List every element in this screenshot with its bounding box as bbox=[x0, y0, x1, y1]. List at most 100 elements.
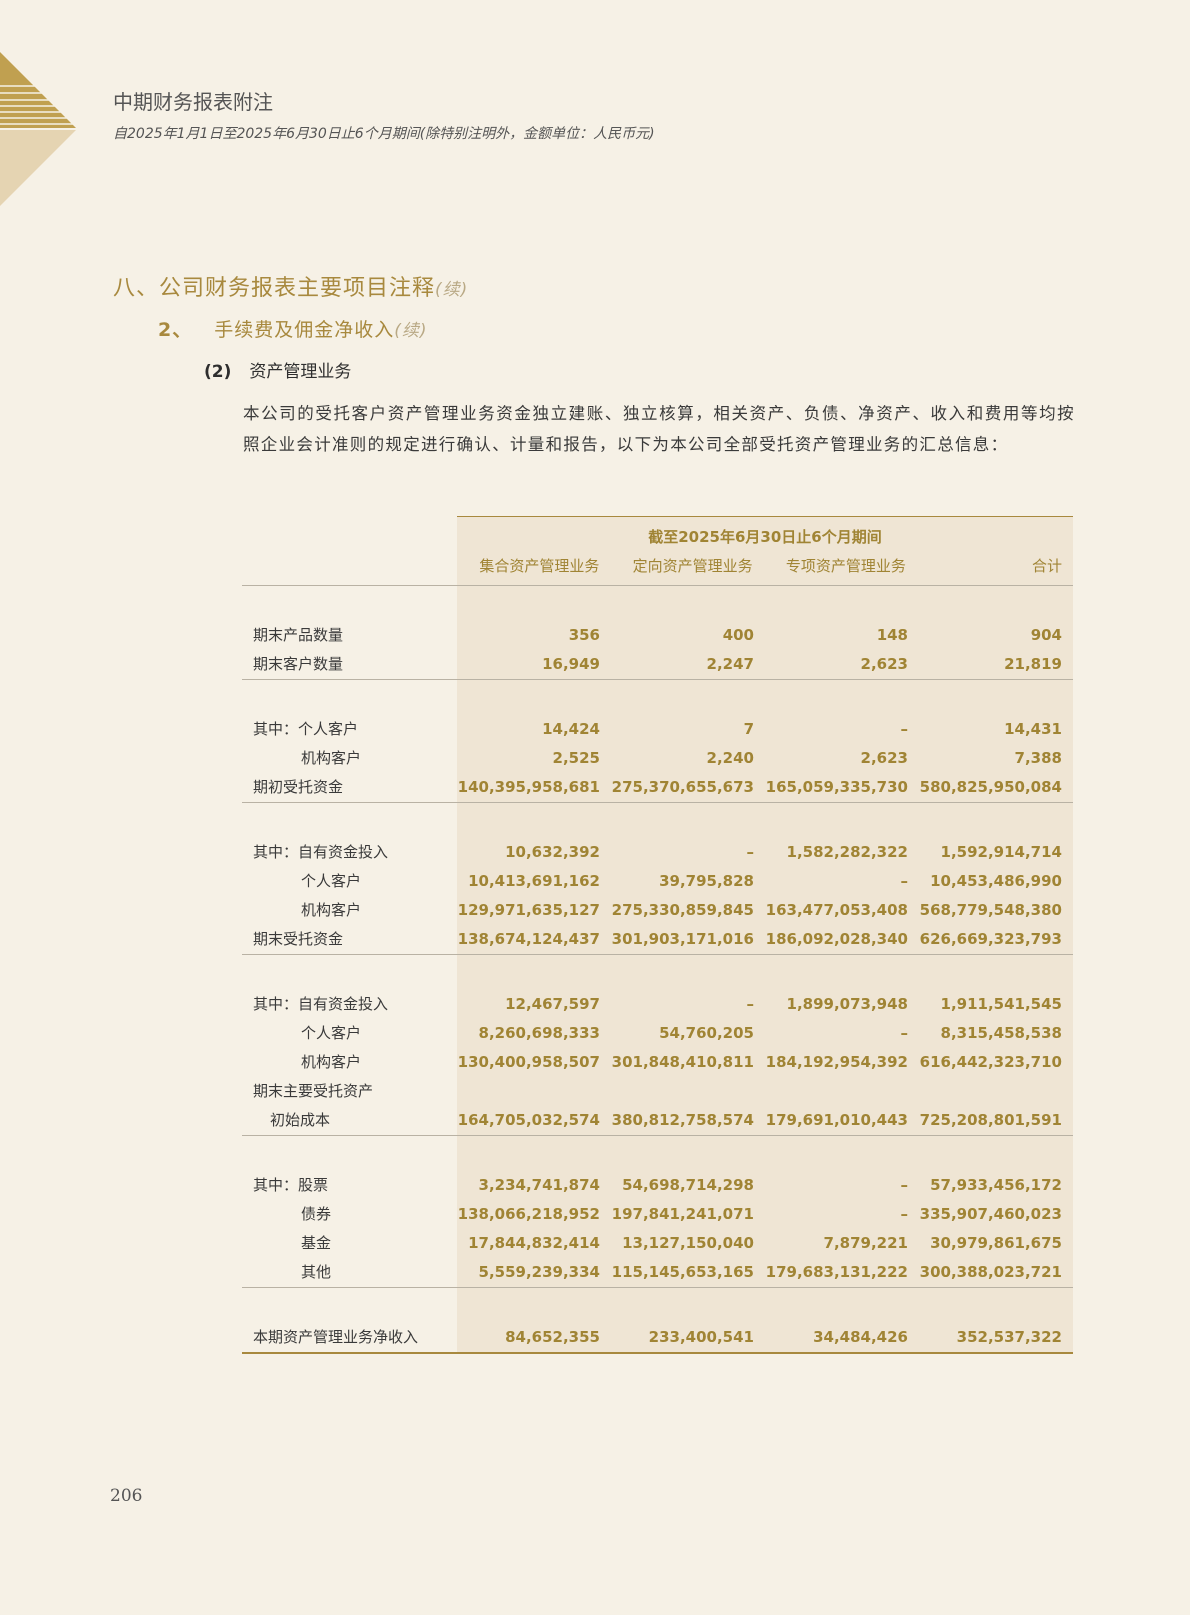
table-body: 期末产品数量 356 400 148 904 期末客户数量 16,949 2,247 2,623… bbox=[242, 586, 1073, 1354]
value-cell: 115,145,653,165 bbox=[611, 1263, 754, 1281]
row-label: 其他 bbox=[301, 1263, 332, 1281]
row-label: 初始成本 bbox=[270, 1111, 331, 1129]
table-row: 其他 5,559,239,334 115,145,653,165 179,683,13… bbox=[242, 1258, 1073, 1287]
value-cell: 2,247 bbox=[706, 655, 754, 673]
value-cell: 54,698,714,298 bbox=[622, 1176, 754, 1194]
asset-management-table: 截至2025年6月30日止6个月期间 集合资产管理业务 定向资产管理业务 专项资… bbox=[242, 516, 1073, 1354]
value-cell: – bbox=[900, 720, 909, 738]
value-cell: 13,127,150,040 bbox=[622, 1234, 754, 1252]
row-label: 机构客户 bbox=[301, 1053, 362, 1071]
table-row: 基金 17,844,832,414 13,127,150,040 7,879,221 3… bbox=[242, 1229, 1073, 1258]
column-header-targeted: 定向资产管理业务 bbox=[632, 557, 753, 575]
value-cell: – bbox=[900, 872, 909, 890]
section-heading: 八、公司财务报表主要项目注释(续) bbox=[113, 270, 468, 302]
value-cell: 1,911,541,545 bbox=[940, 995, 1062, 1013]
value-cell: 2,240 bbox=[706, 749, 754, 767]
row-label: 期末受托资金 bbox=[253, 930, 344, 948]
header-number-cells: 截至2025年6月30日止6个月期间 集合资产管理业务 定向资产管理业务 专项资… bbox=[457, 516, 1073, 585]
value-cell: 1,582,282,322 bbox=[786, 843, 908, 861]
value-cell: 140,395,958,681 bbox=[457, 778, 600, 796]
value-cell: 130,400,958,507 bbox=[457, 1053, 600, 1071]
value-cell: 12,467,597 bbox=[505, 995, 600, 1013]
value-cell: 10,413,691,162 bbox=[468, 872, 600, 890]
value-cell: 7,388 bbox=[1014, 749, 1062, 767]
table-row: 个人客户 10,413,691,162 39,795,828 – 10,453,486,… bbox=[242, 867, 1073, 896]
value-cell: 197,841,241,071 bbox=[611, 1205, 754, 1223]
subsection-title: 手续费及佣金净收入 bbox=[214, 319, 395, 341]
table-row: 其中：股票 3,234,741,874 54,698,714,298 – 57,933,… bbox=[242, 1171, 1073, 1200]
value-cell: 7 bbox=[743, 720, 754, 738]
table-row: 初始成本 164,705,032,574 380,812,758,574 179,69… bbox=[242, 1106, 1073, 1135]
value-cell: 2,623 bbox=[860, 655, 908, 673]
value-cell: 165,059,335,730 bbox=[765, 778, 908, 796]
row-label: 个人客户 bbox=[301, 1024, 362, 1042]
row-label: 期末主要受托资产 bbox=[253, 1082, 374, 1100]
value-cell: 1,592,914,714 bbox=[940, 843, 1062, 861]
row-label: 其中：个人客户 bbox=[253, 720, 359, 738]
value-cell bbox=[916, 1077, 1073, 1106]
section-continued: (续) bbox=[435, 280, 469, 300]
value-cell: 10,632,392 bbox=[505, 843, 600, 861]
table-row: 期末客户数量 16,949 2,247 2,623 21,819 bbox=[242, 650, 1073, 679]
value-cell: 163,477,053,408 bbox=[765, 901, 908, 919]
report-title: 中期财务报表附注 bbox=[113, 90, 273, 114]
value-cell: 5,559,239,334 bbox=[478, 1263, 600, 1281]
row-label: 其中：股票 bbox=[253, 1176, 329, 1194]
header-label-cell bbox=[242, 516, 457, 585]
table-header: 截至2025年6月30日止6个月期间 集合资产管理业务 定向资产管理业务 专项资… bbox=[242, 516, 1073, 585]
report-subtitle: 自2025年1月1日至2025年6月30日止6个月期间(除特别注明外，金额单位：… bbox=[113, 126, 655, 142]
value-cell: 138,066,218,952 bbox=[457, 1205, 600, 1223]
row-label: 个人客户 bbox=[301, 872, 362, 890]
table-row: 期初受托资金 140,395,958,681 275,370,655,673 165,… bbox=[242, 773, 1073, 802]
row-label: 期末产品数量 bbox=[253, 626, 344, 644]
row-label: 本期资产管理业务净收入 bbox=[253, 1328, 419, 1346]
value-cell: 2,623 bbox=[860, 749, 908, 767]
value-cell: 352,537,322 bbox=[956, 1328, 1062, 1346]
value-cell: 14,431 bbox=[1004, 720, 1062, 738]
value-cell: 14,424 bbox=[542, 720, 600, 738]
value-cell: 7,879,221 bbox=[823, 1234, 908, 1252]
value-cell: 301,903,171,016 bbox=[611, 930, 754, 948]
value-cell bbox=[608, 1077, 762, 1106]
row-divider bbox=[242, 802, 1073, 803]
value-cell: 616,442,323,710 bbox=[919, 1053, 1062, 1071]
value-cell bbox=[457, 1077, 608, 1106]
intro-paragraph: 本公司的受托客户资产管理业务资金独立建账、独立核算，相关资产、负债、净资产、收入… bbox=[243, 404, 1075, 454]
value-cell: 568,779,548,380 bbox=[919, 901, 1062, 919]
value-cell: – bbox=[746, 843, 755, 861]
table-row: 其中：自有资金投入 12,467,597 – 1,899,073,948 1,911,5… bbox=[242, 990, 1073, 1019]
row-label: 其中：自有资金投入 bbox=[253, 843, 389, 861]
value-cell: – bbox=[746, 995, 755, 1013]
value-cell: 356 bbox=[568, 626, 600, 644]
value-cell: 3,234,741,874 bbox=[478, 1176, 600, 1194]
row-label: 债券 bbox=[301, 1205, 332, 1223]
row-label: 期末客户数量 bbox=[253, 655, 344, 673]
value-cell: 400 bbox=[722, 626, 754, 644]
value-cell: 580,825,950,084 bbox=[919, 778, 1062, 796]
row-label: 机构客户 bbox=[301, 749, 362, 767]
group-spacer bbox=[242, 955, 1073, 990]
table-row: 本期资产管理业务净收入 84,652,355 233,400,541 34,484,4… bbox=[242, 1323, 1073, 1352]
subsection-number: 2、 bbox=[158, 319, 193, 341]
table-row: 其中：自有资金投入 10,632,392 – 1,582,282,322 1,592,9… bbox=[242, 838, 1073, 867]
subsection-continued: (续) bbox=[394, 321, 428, 341]
table-row: 机构客户 2,525 2,240 2,623 7,388 bbox=[242, 744, 1073, 773]
table-row: 个人客户 8,260,698,333 54,760,205 – 8,315,458,53… bbox=[242, 1019, 1073, 1048]
group-spacer bbox=[242, 586, 1073, 621]
value-cell: 34,484,426 bbox=[813, 1328, 908, 1346]
row-divider bbox=[242, 679, 1073, 680]
table-row: 其中：个人客户 14,424 7 – 14,431 bbox=[242, 715, 1073, 744]
value-cell: 57,933,456,172 bbox=[930, 1176, 1062, 1194]
row-divider bbox=[242, 1135, 1073, 1136]
column-header-collective: 集合资产管理业务 bbox=[479, 557, 600, 575]
value-cell: 16,949 bbox=[542, 655, 600, 673]
value-cell bbox=[762, 1077, 916, 1106]
value-cell: 275,370,655,673 bbox=[611, 778, 754, 796]
table-row: 期末受托资金 138,674,124,437 301,903,171,016 186,… bbox=[242, 925, 1073, 954]
value-cell: – bbox=[900, 1205, 909, 1223]
value-cell: 148 bbox=[876, 626, 908, 644]
corner-decoration bbox=[0, 52, 76, 206]
group-spacer bbox=[242, 1288, 1073, 1323]
value-cell: 2,525 bbox=[552, 749, 600, 767]
row-divider bbox=[242, 954, 1073, 955]
